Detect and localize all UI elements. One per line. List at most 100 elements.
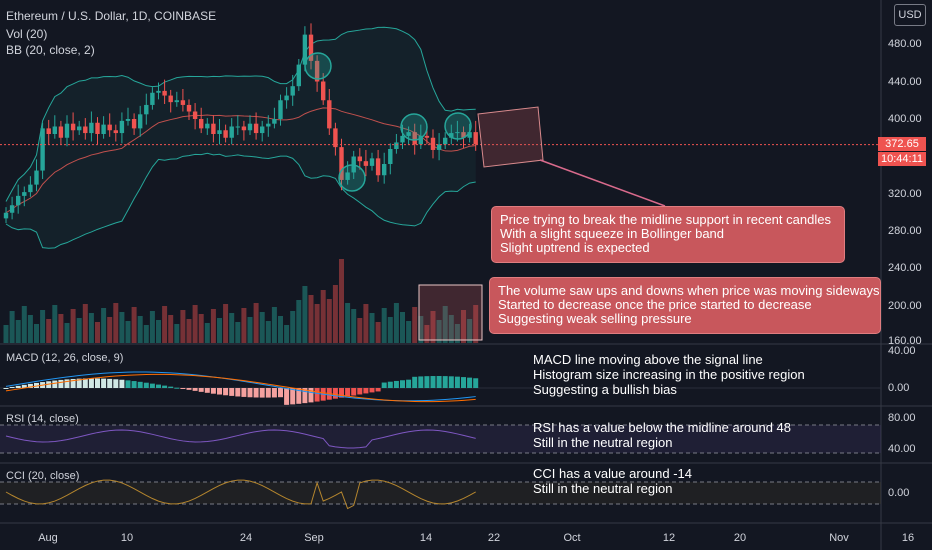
macd-histogram-bar: [88, 378, 94, 388]
macd-histogram-bar: [461, 377, 466, 388]
volume-bar: [418, 316, 424, 343]
candle-body: [253, 123, 259, 134]
cci-pane-label[interactable]: CCI (20, close): [6, 470, 80, 482]
x-tick-label: 12: [662, 532, 676, 544]
volume-bar: [345, 303, 351, 343]
macd-histogram-bar: [15, 385, 21, 388]
macd-histogram-bar: [290, 388, 296, 405]
volume-bar: [406, 321, 412, 343]
macd-histogram-bar: [198, 388, 204, 392]
volume-bar: [454, 324, 460, 343]
bb-indicator-label[interactable]: BB (20, close, 2): [6, 43, 95, 57]
price-callout-line: Price trying to break the midline suppor…: [500, 212, 831, 227]
volume-bar: [320, 290, 326, 343]
macd-histogram-bar: [454, 376, 460, 388]
y-tick-label: 480.00: [888, 38, 922, 50]
candle-body: [296, 64, 301, 87]
candle-body: [131, 119, 137, 129]
vol-indicator-label[interactable]: Vol (20): [6, 27, 48, 41]
cci-band: [0, 482, 881, 504]
candle-body: [333, 128, 338, 148]
volume-bar: [265, 321, 271, 343]
candle-body: [260, 126, 265, 134]
candle-body: [211, 123, 216, 134]
candle-body: [436, 144, 442, 150]
macd-histogram-bar: [58, 379, 64, 388]
volume-bar: [259, 312, 265, 343]
candle-body: [107, 124, 112, 131]
y-tick-label: 160.00: [888, 335, 922, 347]
candle-body: [16, 195, 21, 206]
highlight-circle: [400, 113, 428, 141]
cci-note-line: CCI has a value around -14: [533, 466, 692, 481]
volume-bar: [186, 319, 192, 343]
volume-bar: [143, 325, 149, 343]
candle-body: [247, 123, 253, 131]
currency-button[interactable]: USD: [894, 4, 926, 26]
candle-body: [449, 133, 454, 138]
x-tick-label: 22: [487, 532, 501, 544]
macd-note-line: MACD line moving above the signal line: [533, 352, 763, 367]
bb-band-fill: [6, 27, 476, 249]
macd-histogram-bar: [113, 379, 119, 388]
macd-histogram-bar: [101, 378, 107, 388]
volume-bar: [461, 310, 466, 343]
x-tick-label: Sep: [304, 532, 324, 544]
macd-histogram-bar: [332, 388, 338, 399]
macd-histogram-bar: [387, 381, 393, 388]
macd-note: MACD line moving above the signal line H…: [533, 352, 805, 397]
candle-body: [192, 111, 198, 119]
macd-histogram-bar: [430, 376, 436, 388]
volume-bar: [198, 314, 204, 343]
volume-bar: [393, 303, 399, 343]
candle-body: [290, 86, 295, 96]
rsi-note-line: RSI has a value below the midline around…: [533, 420, 791, 435]
volume-bar: [210, 309, 216, 343]
macd-histogram-bar: [9, 386, 15, 388]
candle-body: [272, 119, 277, 124]
volume-bar: [271, 307, 277, 343]
volume-bar: [9, 311, 15, 343]
macd-histogram-bar: [241, 388, 247, 397]
macd-histogram-bar: [119, 379, 125, 388]
volume-callout[interactable]: The volume saw ups and downs when price …: [489, 277, 881, 334]
candle-body: [58, 126, 64, 138]
volume-bar: [430, 311, 436, 343]
price-callout[interactable]: Price trying to break the midline suppor…: [491, 206, 845, 263]
macd-histogram-bar: [217, 388, 222, 395]
macd-histogram-bar: [448, 376, 454, 388]
volume-bar: [235, 322, 241, 343]
volume-bar: [101, 308, 107, 343]
macd-histogram-bar: [192, 388, 198, 391]
y-tick-label: 0.00: [888, 382, 910, 394]
volume-bar: [70, 309, 76, 343]
macd-histogram-bar: [271, 388, 277, 398]
candle-body: [327, 100, 332, 129]
macd-histogram-bar: [204, 388, 210, 393]
volume-bar: [412, 307, 418, 343]
candle-body: [278, 100, 283, 119]
x-tick-label: 16: [901, 532, 915, 544]
candle-body: [400, 135, 405, 143]
volume-bar: [278, 316, 283, 343]
volume-callout-line: The volume saw ups and downs when price …: [498, 283, 880, 298]
candle-body: [168, 95, 173, 103]
volume-bar: [357, 318, 363, 343]
volume-bar: [302, 286, 308, 343]
rsi-pane-label[interactable]: RSI (14, close): [6, 413, 79, 425]
macd-pane-label[interactable]: MACD (12, 26, close, 9): [6, 352, 124, 364]
volume-bar: [424, 325, 430, 343]
volume-callout-line: Suggesting weak selling pressure: [498, 311, 692, 326]
candle-body: [302, 34, 308, 65]
cci-line: [5, 479, 476, 510]
macd-histogram-bar: [467, 377, 473, 388]
countdown-label: 10:44:11: [878, 152, 926, 166]
volume-bar: [15, 320, 21, 343]
macd-histogram-bar: [52, 380, 58, 388]
macd-histogram-bar: [174, 387, 180, 389]
volume-bar: [290, 311, 296, 343]
candle-body: [308, 34, 314, 61]
candle-body: [473, 132, 478, 145]
volume-bar: [76, 318, 82, 343]
macd-histogram-bar: [34, 382, 39, 388]
